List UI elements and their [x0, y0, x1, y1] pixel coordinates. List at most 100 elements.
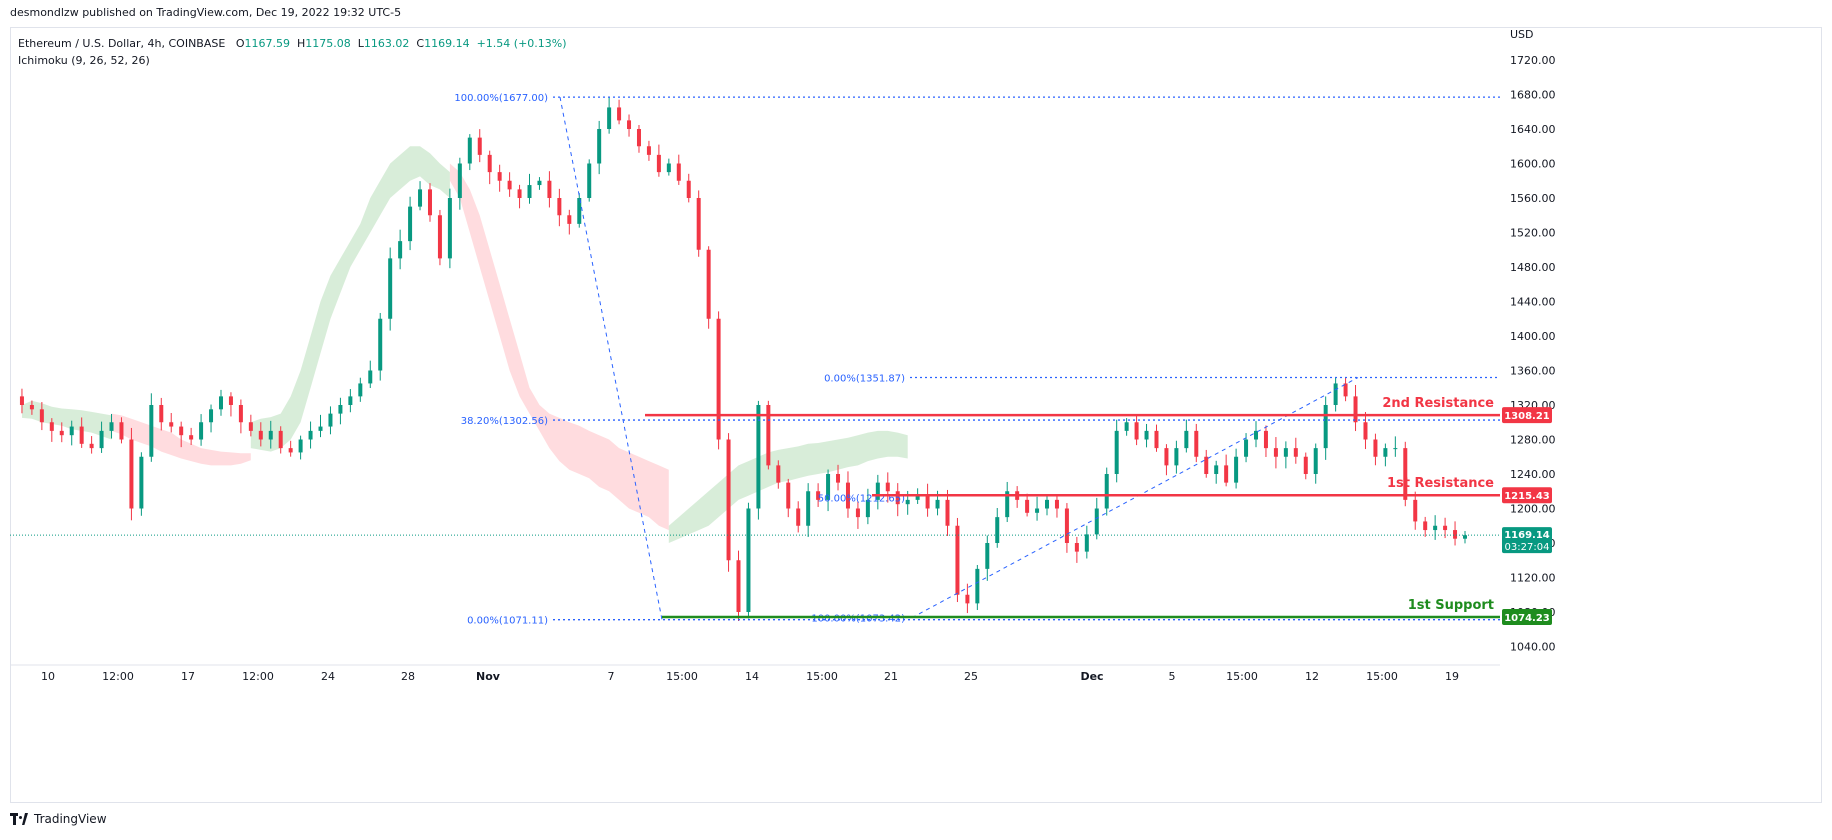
candle-body: [39, 409, 44, 423]
last-price-value: 1169.14: [1504, 530, 1550, 541]
level-name: 1st Resistance: [1387, 476, 1494, 491]
fib-level-label: 100.00%(1677.00): [454, 93, 548, 104]
candle-body: [736, 560, 741, 612]
level-price-tag: [1502, 487, 1552, 504]
candle-body: [865, 499, 870, 518]
candle-body: [119, 422, 124, 440]
candle-body: [1443, 525, 1448, 531]
candle-body: [875, 482, 880, 500]
candle-body: [238, 405, 243, 423]
candle-body: [1313, 448, 1318, 474]
candle-body: [607, 107, 612, 129]
candle-body: [1433, 525, 1438, 531]
candle-body: [1074, 543, 1079, 552]
candle-body: [358, 383, 363, 397]
candle-body: [756, 405, 761, 509]
level-price-tag: [1502, 608, 1552, 625]
candle-body: [945, 499, 950, 526]
candle-body: [1423, 521, 1428, 531]
level-name: 2nd Resistance: [1382, 396, 1494, 411]
indicator-legend[interactable]: Ichimoku (9, 26, 52, 26): [18, 54, 150, 67]
candle-body: [905, 499, 910, 505]
candle-body: [467, 137, 472, 164]
candle-body: [1363, 422, 1368, 440]
candle-body: [209, 409, 214, 423]
y-tick-label: 1720.00: [1510, 54, 1556, 67]
candle-body: [1164, 448, 1169, 466]
candle-body: [69, 426, 74, 436]
x-tick-label: Dec: [1080, 670, 1103, 683]
candle-body: [49, 422, 54, 431]
y-tick-label: 1440.00: [1510, 296, 1556, 309]
candle-body: [258, 430, 263, 440]
x-tick-label: 25: [964, 670, 978, 683]
fib-level-label: 38.20%(1302.56): [461, 416, 548, 427]
candle-body: [1104, 474, 1109, 509]
candle-body: [1333, 383, 1338, 405]
candle-body: [1244, 439, 1249, 457]
y-tick-label: 1400.00: [1510, 330, 1556, 343]
y-tick-label: 1200.00: [1510, 503, 1556, 516]
candle-body: [507, 180, 512, 190]
high-value: 1175.08: [305, 37, 351, 50]
candle-body: [925, 495, 930, 509]
level-price-text: 1308.21: [1504, 411, 1550, 422]
candle-body: [139, 456, 144, 509]
y-tick-label: 1600.00: [1510, 158, 1556, 171]
candle-body: [567, 215, 572, 224]
tradingview-brand: TradingView: [34, 812, 107, 826]
candle-body: [1373, 439, 1378, 457]
candle-body: [547, 180, 552, 198]
candle-body: [388, 258, 393, 319]
ichimoku-cloud: [449, 163, 669, 531]
candle-body: [29, 405, 34, 410]
last-price-tag: [1502, 527, 1552, 554]
symbol-title[interactable]: Ethereum / U.S. Dollar, 4h, COINBASE: [18, 37, 226, 50]
candle-body: [1323, 405, 1328, 449]
candle-body: [1084, 534, 1089, 552]
candle-body: [537, 180, 542, 186]
candle-body: [696, 198, 701, 250]
candle-body: [1453, 530, 1458, 539]
candle-body: [1035, 508, 1040, 513]
candle-body: [995, 517, 1000, 543]
candle-body: [179, 426, 184, 436]
tradingview-mark-icon: [10, 813, 28, 825]
candle-body: [1413, 499, 1418, 522]
candle-body: [1463, 535, 1467, 539]
candle-body: [19, 396, 24, 405]
candle-body: [149, 405, 154, 457]
candle-body: [368, 370, 373, 384]
chart-pane[interactable]: [10, 27, 1822, 803]
candle-body: [1214, 465, 1219, 474]
candle-body: [746, 508, 751, 612]
candle-body: [935, 499, 940, 509]
candle-body: [806, 491, 811, 526]
low-label: L: [357, 37, 364, 50]
x-tick-label: 17: [181, 670, 195, 683]
candle-body: [1005, 491, 1010, 518]
candle-body: [348, 396, 353, 405]
candle-body: [1184, 430, 1189, 449]
candle-body: [676, 163, 681, 181]
candle-body: [706, 249, 711, 319]
level-name: 1st Support: [1408, 598, 1494, 613]
x-tick-label: 12: [1305, 670, 1319, 683]
candle-body: [915, 495, 920, 500]
tradingview-logo[interactable]: TradingView: [10, 812, 107, 826]
level-price-text: 1074.23: [1504, 613, 1550, 624]
y-tick-label: 1040.00: [1510, 641, 1556, 654]
x-tick-label: 5: [1169, 670, 1176, 683]
candle-body: [1353, 396, 1358, 423]
candle-body: [597, 129, 602, 164]
candle-body: [268, 430, 273, 440]
fib-level-label: 50.00%(1212.65): [818, 494, 905, 505]
y-tick-label: 1240.00: [1510, 468, 1556, 481]
y-tick-label: 1280.00: [1510, 434, 1556, 447]
y-tick-label: 1360.00: [1510, 365, 1556, 378]
candle-body: [497, 172, 502, 181]
candle-body: [666, 163, 671, 173]
candle-body: [636, 129, 641, 147]
x-tick-label: 28: [401, 670, 415, 683]
